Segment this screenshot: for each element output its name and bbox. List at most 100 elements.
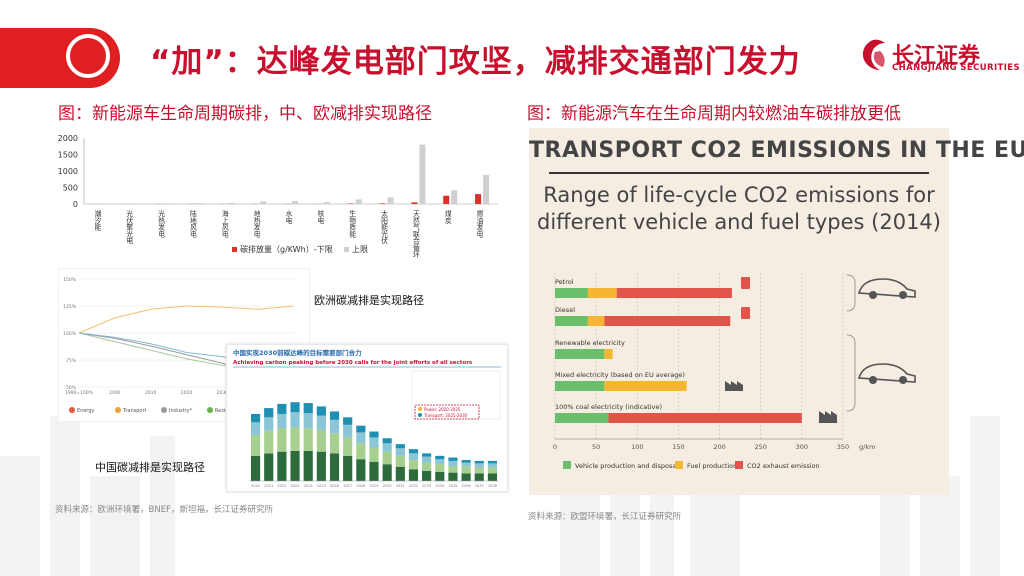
x-tick-label: 光伏聚光电 xyxy=(125,209,133,244)
x-tick-label: 陆地风电 xyxy=(188,209,196,237)
stack-segment-industry xyxy=(487,467,497,474)
stack-segment-power xyxy=(369,461,379,481)
stack-segment-industry xyxy=(408,460,419,470)
stack-segment-buildings xyxy=(356,425,366,433)
stack-segment-buildings xyxy=(474,460,484,464)
bar-high-5 xyxy=(260,201,267,204)
stack-segment-industry xyxy=(316,429,326,452)
bar-high-11 xyxy=(451,190,458,204)
legend-low-label: 碳排放量（g/KWh）-下限 xyxy=(240,244,333,254)
stack-segment-buildings xyxy=(264,408,274,418)
x-tick-label: 2030 xyxy=(383,484,392,488)
stack-segment-power xyxy=(422,470,432,481)
x-tick-label: 2037 xyxy=(475,484,484,488)
stack-segment-buildings xyxy=(435,455,445,460)
x-axis-unit: g/km xyxy=(859,443,875,451)
car-wheel-icon xyxy=(899,291,907,299)
x-tick-label: 太阳能光伏 xyxy=(380,209,388,245)
stack-segment-transport xyxy=(343,424,353,438)
bar-segment-1 xyxy=(587,316,605,326)
stack-segment-industry xyxy=(474,467,484,474)
x-tick-label: 2027 xyxy=(343,484,352,488)
stack-segment-buildings xyxy=(395,444,405,449)
bar-category-label: 100% coal electricity (indicative) xyxy=(555,403,662,411)
legend-high-label: 上限 xyxy=(352,245,368,254)
vehicle-emissions-bar-chart: 0 50 100 150 200 250 300 350 g/km Petrol Diesel Ren… xyxy=(553,273,916,470)
lifecycle-emission-bar-chart: 2000 1500 1000 500 0 潮汐能 光伏聚光电 光热发电 陆地风电 海上风电 地热发电… xyxy=(58,134,498,259)
stack-segment-industry xyxy=(448,465,458,473)
bar-segment-1 xyxy=(587,288,617,298)
stack-segment-transport xyxy=(461,462,471,467)
stack-segment-buildings xyxy=(303,403,313,414)
x-tick-label: 水电 xyxy=(284,209,292,224)
x-tick-label: 2028 xyxy=(356,484,365,488)
bar-low-10 xyxy=(411,202,418,204)
x-tick-label: 2022 xyxy=(277,484,286,488)
stack-segment-industry xyxy=(329,433,340,454)
eu-panel-title: TRANSPORT CO2 EMISSIONS IN THE EU xyxy=(529,138,1024,163)
x-tick-label: 2024 xyxy=(304,484,314,488)
logo-english: CHANGJIANG SECURITIES xyxy=(892,63,1021,73)
stack-segment-buildings xyxy=(277,403,287,414)
bar-segment-0 xyxy=(555,349,605,359)
legend-icon xyxy=(115,407,121,413)
legend-label: Energy xyxy=(77,408,95,414)
bar-high-6 xyxy=(292,201,298,204)
stack-segment-power xyxy=(264,453,274,481)
page-title: “加”：达峰发电部门攻坚，减排交通部门发力 xyxy=(150,44,801,80)
company-logo: 长江证券 CHANGJIANG SECURITIES xyxy=(858,38,1020,74)
header-accent-ring xyxy=(66,34,110,78)
x-tick-label: 2033 xyxy=(422,484,431,488)
stack-segment-industry xyxy=(251,434,261,456)
x-tick-label: 0 xyxy=(553,443,557,451)
stack-segment-power xyxy=(303,450,313,481)
stack-segment-transport xyxy=(303,413,313,429)
stack-segment-buildings xyxy=(329,411,340,420)
car-icon xyxy=(857,278,916,298)
bar-low-9 xyxy=(379,203,386,204)
eu-panel-subtitle: Range of life-cycle CO2 emissions for di… xyxy=(529,182,949,236)
logo-mark-icon xyxy=(862,39,885,70)
stack-segment-industry xyxy=(356,443,366,460)
x-tick-label: 2023 xyxy=(291,484,300,488)
bar-category-label: Mixed electricity (based on EU average) xyxy=(555,371,685,379)
stack-segment-buildings xyxy=(316,406,326,416)
stack-segment-power xyxy=(408,469,419,481)
x-tick-label: 350 xyxy=(837,443,849,451)
x-tick-label: 2020 xyxy=(181,390,193,396)
legend-high-swatch xyxy=(344,247,349,252)
stack-segment-power xyxy=(356,459,366,481)
stack-segment-transport xyxy=(264,417,274,431)
bracket-icon xyxy=(846,334,856,412)
stack-segment-power xyxy=(435,471,445,481)
bar-segment-0 xyxy=(555,413,609,423)
legend-low-swatch xyxy=(232,247,237,252)
y-tick-label: 500 xyxy=(63,184,78,193)
stack-segment-transport xyxy=(448,460,458,466)
legend-dot xyxy=(418,407,422,411)
stack-segment-industry xyxy=(343,437,353,456)
stack-segment-industry xyxy=(264,430,274,454)
car-wheel-icon xyxy=(869,291,877,299)
bar-high-3 xyxy=(196,203,203,204)
x-tick-label: 燃油发电 xyxy=(475,209,483,237)
legend-icon xyxy=(207,407,213,413)
petrol-pump-icon xyxy=(741,277,750,289)
x-tick-label: 1990=100% xyxy=(65,390,94,396)
eu-transport-panel: TRANSPORT CO2 EMISSIONS IN THE EU Range … xyxy=(529,128,1024,495)
x-tick-label: 2036 xyxy=(462,484,471,488)
stack-segment-buildings xyxy=(382,438,392,444)
x-tick-label: 2021 xyxy=(264,484,273,488)
legend-swatch xyxy=(675,461,683,469)
stack-segment-industry xyxy=(277,428,287,452)
bar-low-11 xyxy=(443,195,450,204)
y-tick-label: 1500 xyxy=(58,151,78,160)
car-icon xyxy=(857,363,916,383)
x-tick-label: 150 xyxy=(672,443,684,451)
stack-segment-industry xyxy=(369,447,379,462)
x-tick-label: 2000 xyxy=(109,390,121,396)
stack-segment-industry xyxy=(435,464,445,472)
car-wheel-icon xyxy=(869,376,877,384)
bar-category-label: Diesel xyxy=(555,306,575,314)
stack-segment-industry xyxy=(395,455,405,467)
